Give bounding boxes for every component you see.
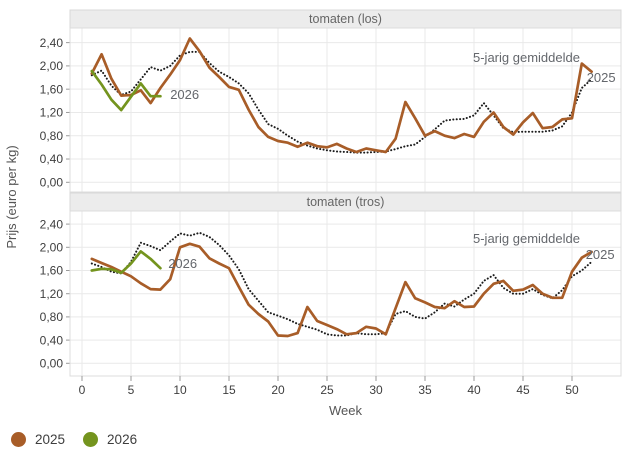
- series-line-5-jarig-gemiddelde: [90, 50, 593, 154]
- y-tick-label: 0,00: [40, 357, 64, 371]
- y-tick-label: 0,80: [40, 129, 64, 143]
- x-tick-label: 45: [516, 383, 530, 397]
- legend-label-2025: 2025: [35, 432, 66, 447]
- series-line-2025: [90, 242, 593, 338]
- x-axis-title: Week: [329, 403, 362, 418]
- y-tick-label: 2,40: [40, 36, 64, 50]
- x-tick-label: 15: [222, 383, 236, 397]
- y-tick-label: 1,20: [40, 287, 64, 301]
- annotation-2025: 2025: [586, 247, 615, 262]
- legend-item-2026[interactable]: 2026: [83, 432, 137, 447]
- x-tick-label: 50: [565, 383, 579, 397]
- y-axis-title: Prijs (euro per kg): [4, 145, 19, 248]
- annotation-5-jarig-gemiddelde: 5-jarig gemiddelde: [473, 50, 580, 65]
- panel-border: [69, 27, 622, 193]
- y-tick-label: 0,80: [40, 310, 64, 324]
- x-axis: 0 5 10 15 20 25 30 35 40 45 50: [79, 376, 579, 397]
- annotation-2026: 2026: [168, 256, 197, 271]
- y-tick-label: 0,40: [40, 333, 64, 347]
- x-tick-label: 40: [467, 383, 481, 397]
- legend-swatch-2025-icon: [11, 432, 26, 447]
- x-tick-label: 30: [369, 383, 383, 397]
- panel-tomaten-los: tomaten (los) 0,00 0,40 0,80 1,20 1,60 2,00 2,…: [40, 9, 622, 193]
- legend-swatch-2026-icon: [83, 432, 99, 447]
- x-tick-label: 0: [79, 383, 86, 397]
- x-tick-label: 5: [128, 383, 135, 397]
- y-tick-label: 1,60: [40, 264, 64, 278]
- x-tick-label: 35: [418, 383, 432, 397]
- legend-item-2025[interactable]: 2025: [11, 432, 65, 447]
- series-line-2025: [90, 37, 593, 154]
- series-line-2026: [90, 69, 162, 112]
- chart-legend: 2025 2026: [11, 432, 137, 447]
- x-tick-label: 10: [173, 383, 187, 397]
- series-line-2026: [90, 250, 162, 275]
- panel-border: [69, 210, 622, 377]
- panel-los-title: tomaten (los): [309, 12, 382, 26]
- legend-label-2026: 2026: [107, 432, 138, 447]
- y-tick-label: 2,00: [40, 59, 64, 73]
- panel-tomaten-tros: tomaten (tros) 0,00 0,40 0,80 1,20 1,60 2,00 2…: [40, 192, 622, 377]
- series-line-5-jarig-gemiddelde: [90, 231, 593, 337]
- y-tick-label: 0,00: [40, 176, 64, 190]
- x-tick-label: 25: [320, 383, 334, 397]
- annotation-2026: 2026: [170, 87, 199, 102]
- panel-tros-title: tomaten (tros): [307, 195, 385, 209]
- annotation-5-jarig-gemiddelde: 5-jarig gemiddelde: [473, 231, 580, 246]
- x-tick-label: 20: [271, 383, 285, 397]
- y-tick-label: 0,40: [40, 152, 64, 166]
- annotation-2025: 2025: [587, 70, 616, 85]
- y-tick-label: 1,20: [40, 106, 64, 120]
- y-tick-label: 1,60: [40, 82, 64, 96]
- y-tick-label: 2,40: [40, 217, 64, 231]
- y-tick-label: 2,00: [40, 241, 64, 255]
